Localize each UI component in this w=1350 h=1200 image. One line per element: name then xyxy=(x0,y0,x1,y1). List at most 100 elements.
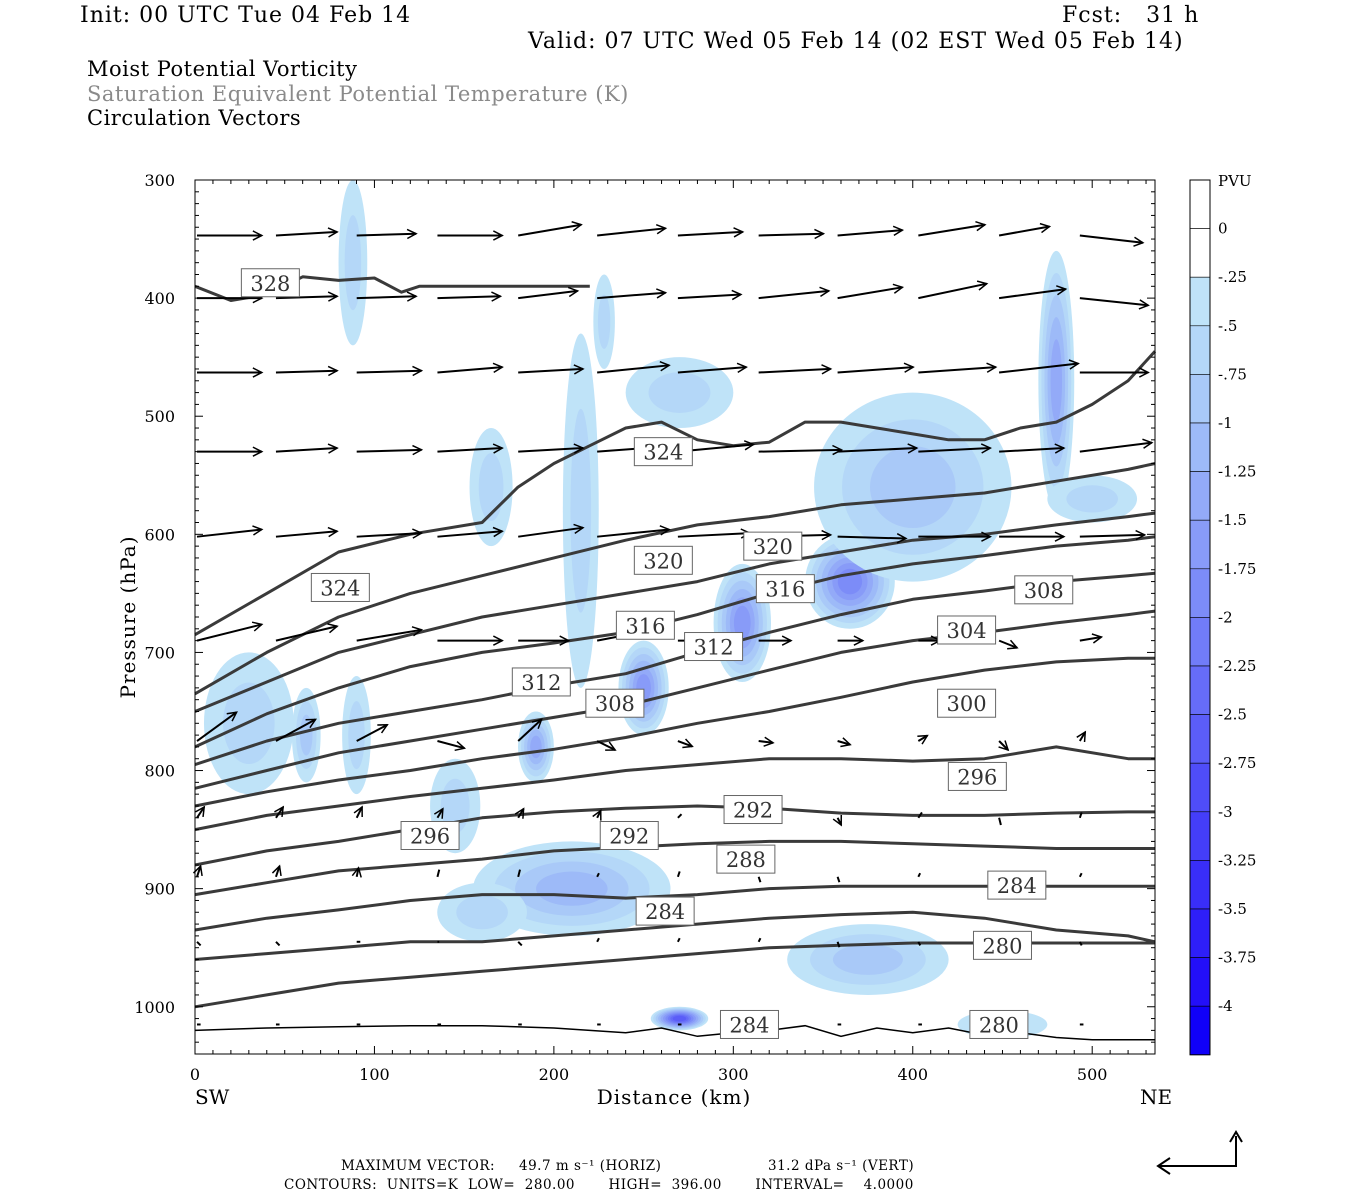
vector-head-4-5 xyxy=(659,525,671,536)
vector-head-2-6 xyxy=(736,362,748,373)
vector-shaft-2-6 xyxy=(677,366,747,374)
vector-shaft-1-9 xyxy=(918,282,987,300)
theta-contour-288 xyxy=(194,839,1155,897)
theta-label-5: 316 xyxy=(765,578,805,602)
vector-shaft-1-10 xyxy=(998,288,1066,300)
vector-head-4-9 xyxy=(981,531,992,542)
vector-head-7-4 xyxy=(514,807,525,819)
vector-head-2-10 xyxy=(1068,359,1080,370)
vector-head-0-5 xyxy=(655,224,668,235)
colorbar-swatch-4 xyxy=(1189,374,1211,424)
colorbar-level-14: -3.5 xyxy=(1218,900,1247,918)
terrain-line xyxy=(194,1024,1155,1041)
vector-shaft-9-4 xyxy=(517,941,523,947)
vector-head-1-7 xyxy=(819,286,831,297)
vector-shaft-0-9 xyxy=(918,223,986,237)
theta-label-19: 284 xyxy=(997,874,1037,898)
vector-head-1-3 xyxy=(491,291,503,302)
colorbar-level-8: -2 xyxy=(1218,608,1233,626)
colorbar-level-3: -.75 xyxy=(1218,365,1247,383)
theta-label-box-15 xyxy=(723,795,783,825)
mpv-region-11-level-1 xyxy=(1066,485,1118,513)
vector-shaft-0-7 xyxy=(758,232,824,237)
vector-head-5-0 xyxy=(251,621,264,632)
field-label-vectors: Circulation Vectors xyxy=(87,106,302,130)
vector-shaft-9-1 xyxy=(275,941,281,947)
theta-label-14: 296 xyxy=(410,825,450,849)
vector-head-3-4 xyxy=(573,443,585,454)
vector-head-3-3 xyxy=(492,443,504,454)
vector-head-6-4 xyxy=(531,718,543,730)
vector-shaft-4-11 xyxy=(1079,533,1145,538)
colorbar-legend: PVU 0 -.25 -.5 -.75 -1 -1.25 -1.5 -1.75 -2 -2.25 -2… xyxy=(1189,172,1256,1056)
colorbar-level-4: -1 xyxy=(1218,414,1233,432)
vector-head-0-4 xyxy=(571,221,583,232)
colorbar-title: PVU xyxy=(1218,172,1252,190)
theta-label-13: 296 xyxy=(957,765,997,789)
colorbar-swatch-10 xyxy=(1189,665,1211,715)
vector-head-3-8 xyxy=(907,443,919,454)
vector-shaft-6-11 xyxy=(1078,731,1087,742)
colorbar-swatch-1 xyxy=(1189,228,1211,278)
vector-shaft-4-0 xyxy=(196,528,262,538)
theta-label-box-11 xyxy=(937,615,997,645)
vector-layer xyxy=(192,220,1154,1026)
vector-head-3-7 xyxy=(832,444,844,456)
vector-head-0-1 xyxy=(327,227,339,238)
vector-head-1-4 xyxy=(567,286,580,298)
vector-head-3-6 xyxy=(743,440,756,451)
colorbar-swatch-7 xyxy=(1189,519,1211,570)
vector-shaft-8-6 xyxy=(676,871,681,878)
vector-shaft-2-3 xyxy=(437,366,503,374)
colorbar-swatch-11 xyxy=(1189,714,1211,764)
vector-shaft-8-11 xyxy=(1078,872,1083,878)
vector-head-4-10 xyxy=(1054,531,1066,542)
vector-shaft-1-8 xyxy=(837,286,903,300)
vector-head-2-5 xyxy=(659,360,671,372)
theta-contour-300 xyxy=(194,656,1155,808)
theta-label-21: 284 xyxy=(729,1013,769,1037)
vector-head-2-2 xyxy=(412,365,424,377)
vector-shaft-2-1 xyxy=(275,369,338,374)
vector-shaft-3-8 xyxy=(837,447,917,453)
vector-head-1-5 xyxy=(656,288,668,299)
colorbar-swatch-3 xyxy=(1189,325,1211,375)
axes-layer: 300 400 500 600 700 800 900 1000 0 100 200 300 400 50… xyxy=(134,171,1155,1084)
vector-shaft-1-2 xyxy=(356,295,417,300)
theta-label-7: 312 xyxy=(521,671,561,695)
vector-shaft-8-4 xyxy=(517,869,521,878)
mpv-fill-layer xyxy=(203,180,1138,1039)
vector-head-4-0 xyxy=(252,525,264,536)
vector-shaft-3-11 xyxy=(1079,441,1152,453)
vector-shaft-8-5 xyxy=(596,872,600,878)
vector-shaft-0-5 xyxy=(597,227,666,237)
vector-shaft-5-2 xyxy=(356,628,422,642)
colorbar-level-7: -1.75 xyxy=(1218,560,1256,578)
theta-label-box-16 xyxy=(599,821,659,850)
colorbar-swatch-5 xyxy=(1189,422,1211,472)
colorbar-swatch-17 xyxy=(1189,1005,1211,1056)
vector-shaft-7-0 xyxy=(196,806,206,819)
x-tick-label-1: 100 xyxy=(359,1065,390,1084)
vector-shaft-6-5 xyxy=(596,740,616,751)
y-axis-label: Pressure (hPa) xyxy=(116,536,140,699)
vector-shaft-7-11 xyxy=(1078,812,1083,819)
theta-label-6: 316 xyxy=(625,614,665,638)
colorbar-swatch-0 xyxy=(1189,179,1211,229)
vector-head-4-3 xyxy=(492,526,504,538)
x-tick-label-5: 500 xyxy=(1077,1065,1108,1084)
vector-head-6-5 xyxy=(605,741,617,751)
vector-head-6-6 xyxy=(682,738,694,749)
vector-head-8-2 xyxy=(351,866,362,878)
contour-label-layer: 328 324 324 320 320 316 316 312 312 308 308 304 300 2… xyxy=(240,268,1074,1039)
theta-label-box-18 xyxy=(635,896,695,926)
colorbar-level-10: -2.5 xyxy=(1218,706,1247,724)
mpv-region-2-level-1 xyxy=(648,372,711,413)
theta-label-2: 324 xyxy=(320,576,360,600)
theta-label-box-1 xyxy=(633,437,693,467)
colorbar-swatch-16 xyxy=(1189,957,1211,1007)
vector-shaft-4-8 xyxy=(837,535,907,540)
vector-head-3-9 xyxy=(980,443,992,454)
vector-head-4-1 xyxy=(327,526,339,538)
colorbar-level-13: -3.25 xyxy=(1218,851,1256,869)
